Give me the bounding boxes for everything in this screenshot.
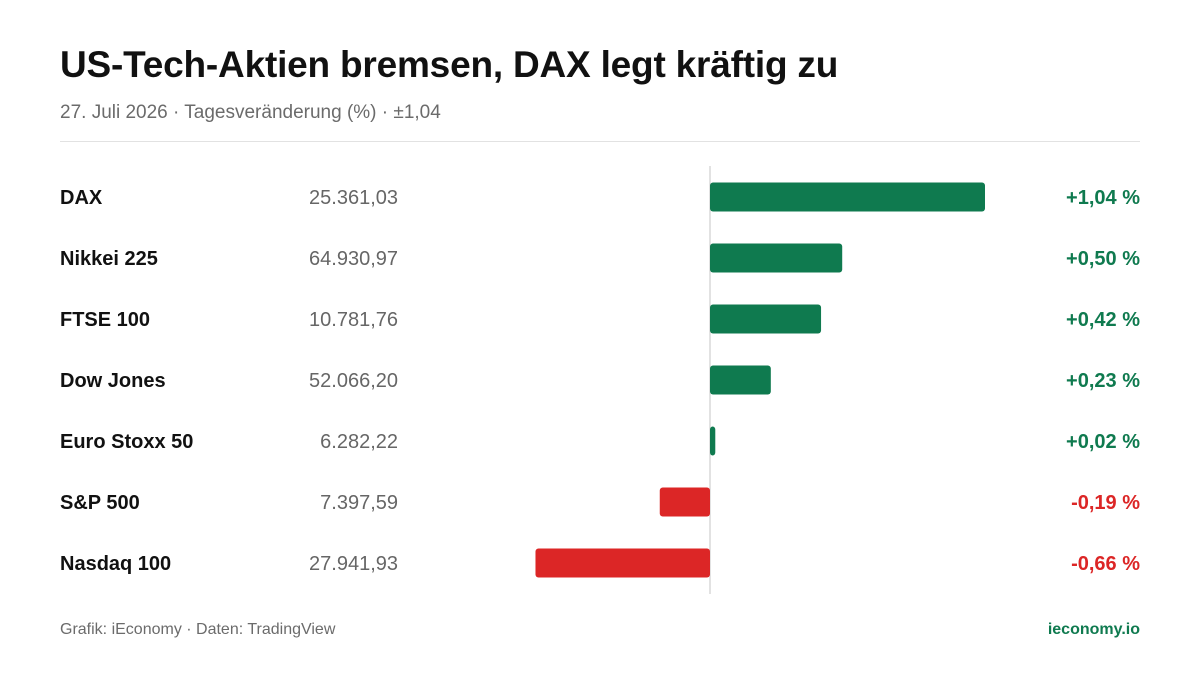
index-name-label: S&P 500 bbox=[60, 492, 140, 514]
change-bar bbox=[710, 365, 771, 395]
change-value-label: +0,23 % bbox=[1066, 370, 1140, 392]
change-bar bbox=[710, 182, 985, 212]
index-level-label: 10.781,76 bbox=[309, 309, 398, 331]
brand-link[interactable]: ieconomy.io bbox=[1047, 621, 1140, 638]
index-name-label: Nikkei 225 bbox=[60, 248, 158, 270]
change-bar bbox=[710, 426, 716, 456]
change-bar bbox=[710, 243, 843, 273]
change-value-label: -0,19 % bbox=[1071, 492, 1140, 514]
index-level-label: 25.361,03 bbox=[309, 187, 398, 209]
index-level-label: 27.941,93 bbox=[309, 553, 398, 575]
change-bar bbox=[659, 487, 710, 517]
index-name-label: FTSE 100 bbox=[60, 309, 150, 331]
index-name-label: DAX bbox=[60, 187, 103, 209]
chart-subtitle: 27. Juli 2026 · Tagesveränderung (%) · ±… bbox=[60, 102, 441, 123]
source-note: Grafik: iEconomy · Daten: TradingView bbox=[60, 621, 336, 638]
index-name-label: Dow Jones bbox=[60, 370, 166, 392]
change-value-label: +0,02 % bbox=[1066, 431, 1140, 453]
change-value-label: +1,04 % bbox=[1066, 187, 1140, 209]
index-name-label: Nasdaq 100 bbox=[60, 553, 171, 575]
change-bar bbox=[535, 548, 710, 578]
change-bar bbox=[710, 304, 822, 334]
header-divider bbox=[60, 141, 1140, 142]
index-level-label: 7.397,59 bbox=[320, 492, 398, 514]
index-level-label: 52.066,20 bbox=[309, 370, 398, 392]
change-value-label: +0,42 % bbox=[1066, 309, 1140, 331]
index-level-label: 6.282,22 bbox=[320, 431, 398, 453]
change-value-label: -0,66 % bbox=[1071, 553, 1140, 575]
index-name-label: Euro Stoxx 50 bbox=[60, 431, 193, 453]
index-level-label: 64.930,97 bbox=[309, 248, 398, 270]
change-value-label: +0,50 % bbox=[1066, 248, 1140, 270]
chart-title: US-Tech-Aktien bremsen, DAX legt kräftig… bbox=[60, 44, 839, 85]
